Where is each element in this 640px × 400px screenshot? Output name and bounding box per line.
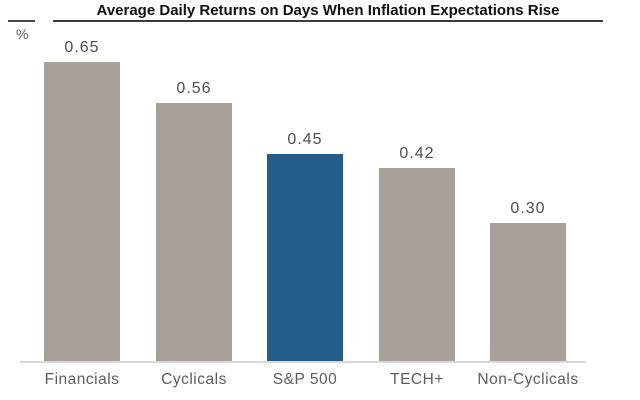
x-axis-label-tech: TECH+	[390, 371, 444, 388]
x-axis-line	[20, 361, 586, 363]
x-axis-label-cyclicals: Cyclicals	[161, 371, 227, 388]
bar-group-sp500: 0.45 S&P 500	[267, 131, 343, 388]
bar-sp500-highlighted	[267, 154, 343, 362]
bar-value-label: 0.45	[287, 131, 323, 148]
bar-financials	[44, 62, 120, 362]
top-left-tick-line	[8, 20, 35, 22]
title-underline	[53, 20, 603, 22]
bar-noncyclicals	[490, 223, 566, 362]
x-axis-label-sp500: S&P 500	[272, 371, 338, 388]
bar-value-label: 0.30	[510, 200, 546, 217]
bar-tech	[379, 168, 455, 362]
chart-title: Average Daily Returns on Days When Infla…	[96, 2, 560, 19]
chart-title-block: Average Daily Returns on Days When Infla…	[53, 2, 603, 19]
bar-group-tech: 0.42 TECH+	[379, 145, 455, 388]
bar-group-cyclicals: 0.56 Cyclicals	[156, 80, 232, 388]
x-axis-label-financials: Financials	[44, 371, 120, 388]
bar-value-label: 0.65	[64, 39, 100, 56]
bar-value-label: 0.56	[176, 80, 212, 97]
bar-group-noncyclicals: 0.30 Non-Cyclicals	[477, 200, 578, 388]
bar-value-label: 0.42	[399, 145, 435, 162]
x-axis-label-noncyclicals: Non-Cyclicals	[477, 371, 579, 388]
bar-group-financials: 0.65 Financials	[44, 39, 120, 388]
bar-cyclicals	[156, 103, 232, 362]
y-axis-unit-label: %	[16, 26, 29, 42]
